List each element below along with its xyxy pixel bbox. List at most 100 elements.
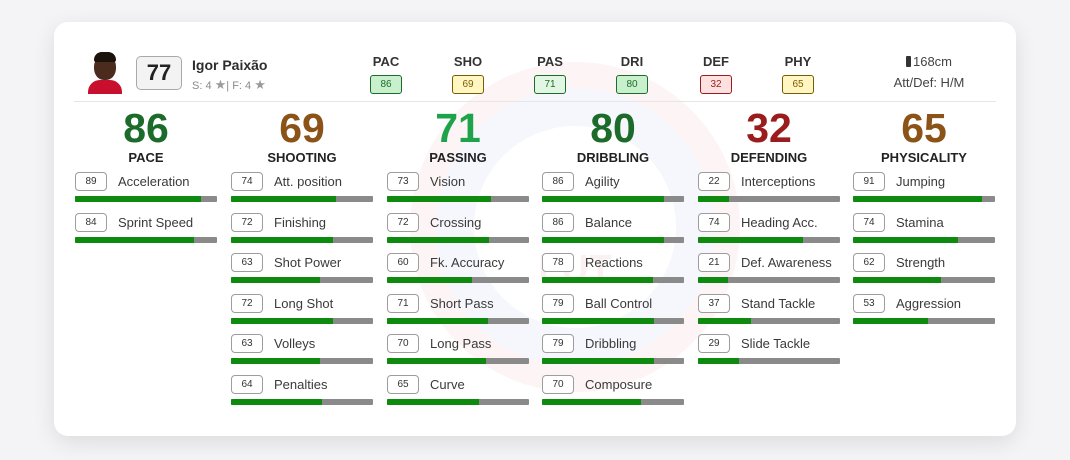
attribute-bar-fill [231,317,334,324]
skill-foot-rating: S: 4 ★| F: 4 ★ [192,77,266,93]
header-stat-value: 69 [452,75,484,94]
attribute-bar-fill [698,358,740,364]
header-stat-phy: PHY 65 [768,54,828,94]
attribute-row: 72 Long Shot [231,288,373,329]
attribute-bar-fill [231,358,321,364]
attribute-bar [853,196,995,202]
attribute-bar-fill [698,236,804,243]
stat-column-defending: 32 DEFENDING 22 Interceptions 74 Heading Acc.… [698,106,840,369]
attribute-bar [387,277,529,283]
attribute-row: 73 Vision [387,166,529,207]
stat-column-pace: 86 PACE 89 Acceleration 84 Sprint Speed [75,106,217,247]
category-name: DRIBBLING [576,150,650,165]
overall-rating: 77 [136,56,182,90]
attribute-value: 62 [853,253,885,272]
attribute-bar-fill [387,196,491,202]
attribute-bar [231,358,373,364]
attribute-value: 86 [542,212,574,232]
attribute-value: 86 [542,172,574,191]
attribute-bar-fill [698,317,751,324]
header-stat-label: PHY [784,54,812,69]
attribute-bar [231,236,373,243]
attribute-value: 79 [542,334,574,353]
attribute-value: 63 [231,253,263,272]
attribute-name: Finishing [274,214,327,230]
attribute-row: 70 Long Pass [387,328,529,369]
attribute-bar-fill [75,196,202,202]
attribute-bar [542,398,684,405]
header-stat-label: PAS [537,54,563,69]
attribute-name: Reactions [585,255,643,270]
attribute-bar-fill [231,398,322,405]
attribute-row: 78 Reactions [542,247,684,288]
attribute-bar-fill [542,236,665,243]
attribute-bar [75,236,217,243]
header-stat-pas: PAS 71 [520,54,580,94]
attribute-bar-fill [853,196,983,202]
header-stat-label: DRI [620,54,644,69]
header-stat-dri: DRI 80 [602,54,662,94]
attribute-bar-fill [75,236,195,243]
attribute-bar [387,398,529,405]
attribute-value: 79 [542,293,574,313]
player-avatar[interactable] [88,52,122,94]
attribute-value: 22 [698,172,730,191]
weak-foot-label: | F: 4 [226,80,252,92]
attribute-row: 79 Ball Control [542,288,684,329]
stat-column-shooting: 69 SHOOTING 74 Att. position 72 Finishing 63 Sh… [231,106,373,409]
attribute-value: 72 [387,212,419,232]
attribute-bar [698,277,840,283]
header-stat-sho: SHO 69 [438,54,498,94]
attribute-name: Stand Tackle [741,295,816,311]
attribute-row: 65 Curve [387,369,529,410]
attribute-value: 37 [698,293,730,313]
attribute-bar-fill [542,358,655,364]
category-name: PACE [128,150,164,165]
attribute-name: Jumping [896,174,946,189]
attribute-row: 63 Volleys [231,328,373,369]
attribute-bar [853,236,995,243]
attribute-name: Shot Power [274,255,342,270]
header-stat-value: 65 [782,75,814,94]
attribute-value: 70 [387,334,419,353]
player-name[interactable]: Igor Paixão [192,57,268,73]
header-stat-def: DEF 32 [686,54,746,94]
attribute-value: 60 [387,253,419,272]
attribute-value: 84 [75,212,107,232]
attribute-row: 53 Aggression [853,288,995,329]
height-info: 168cm [874,54,984,70]
attribute-value: 74 [698,212,730,232]
category-name: PASSING [429,150,487,165]
attribute-row: 84 Sprint Speed [75,207,217,248]
attribute-value: 71 [387,293,419,313]
attribute-name: Balance [585,214,632,230]
attribute-bar-fill [542,398,642,405]
attribute-bar-fill [853,317,929,324]
attribute-value: 74 [853,212,885,232]
attribute-bar-fill [231,236,334,243]
attribute-name: Volleys [274,336,316,351]
attribute-row: 70 Composure [542,369,684,410]
attribute-bar-fill [698,277,728,283]
attribute-name: Penalties [274,376,328,392]
attribute-bar-fill [853,236,959,243]
header-stat-value: 32 [700,75,732,94]
attribute-row: 74 Heading Acc. [698,207,840,248]
attribute-name: Short Pass [430,295,494,311]
attribute-row: 21 Def. Awareness [698,247,840,288]
attribute-bar [387,196,529,202]
category-rating: 80 [590,105,636,151]
category-name: SHOOTING [267,150,337,165]
header-stat-label: PAC [372,54,400,69]
attribute-name: Vision [430,174,466,189]
stat-column-physicality: 65 PHYSICALITY 91 Jumping 74 Stamina 62 Strengt… [853,106,995,328]
attribute-row: 74 Stamina [853,207,995,248]
header-stat-pac: PAC 86 [356,54,416,94]
star-icon: ★ [254,77,266,92]
player-stats-card: FUT 77 Igor Paixão S: 4 ★| F: 4 ★ PAC 86 S… [54,22,1016,436]
attribute-name: Interceptions [741,174,816,189]
attribute-name: Agility [585,174,620,189]
category-name: PHYSICALITY [881,150,967,165]
attribute-bar [542,317,684,324]
attribute-name: Fk. Accuracy [430,255,505,270]
